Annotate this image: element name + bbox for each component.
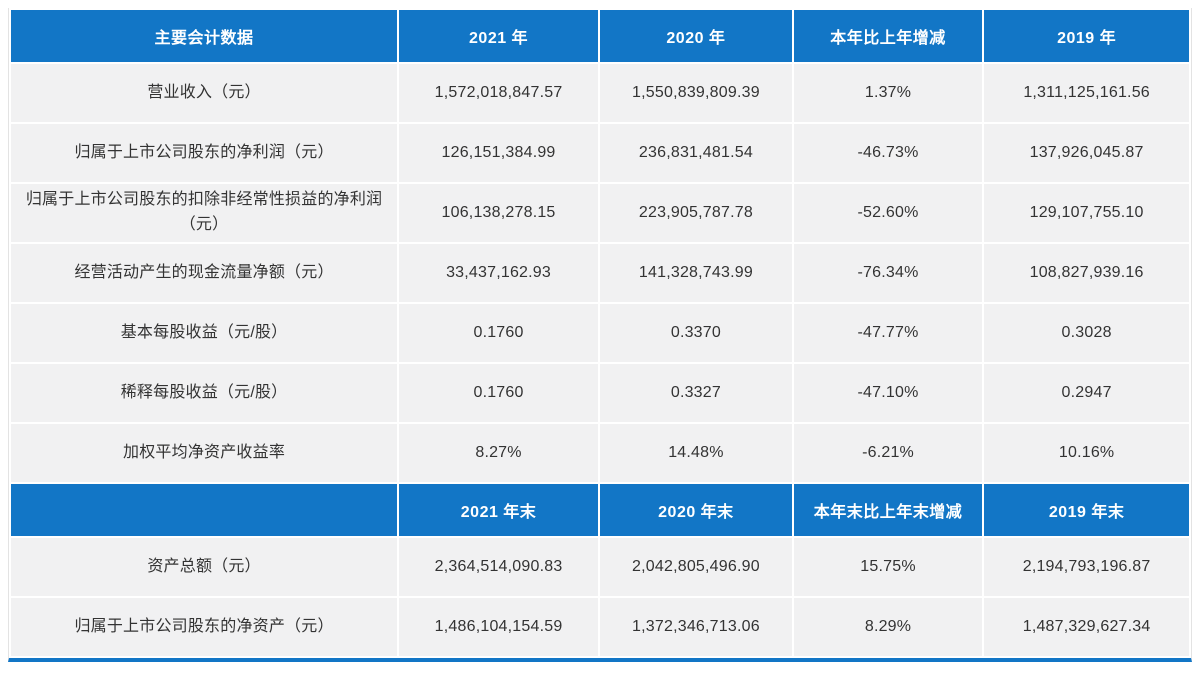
value-cell: 0.1760 <box>399 304 598 362</box>
row-label: 基本每股收益（元/股） <box>11 304 398 362</box>
value-cell: 141,328,743.99 <box>599 244 792 302</box>
table-row: 营业收入（元） 1,572,018,847.57 1,550,839,809.39 1… <box>11 64 1189 122</box>
period-end-header: 2021 年末 2020 年末 本年末比上年末增减 2019 年末 <box>11 484 1189 536</box>
value-cell: 8.29% <box>793 598 983 656</box>
value-cell: 2,042,805,496.90 <box>599 538 792 596</box>
period-end-section-body: 资产总额（元） 2,364,514,090.83 2,042,805,496.90 1… <box>11 538 1189 656</box>
value-cell: 1,372,346,713.06 <box>599 598 792 656</box>
column-header-2019-end: 2019 年末 <box>984 484 1189 536</box>
value-cell: 126,151,384.99 <box>399 124 598 182</box>
value-cell: 0.3327 <box>599 364 792 422</box>
value-cell: 0.3028 <box>984 304 1189 362</box>
value-cell: 1.37% <box>793 64 983 122</box>
annual-header: 主要会计数据 2021 年 2020 年 本年比上年增减 2019 年 <box>11 10 1189 62</box>
table-header-row: 主要会计数据 2021 年 2020 年 本年比上年增减 2019 年 <box>11 10 1189 62</box>
table-row: 经营活动产生的现金流量净额（元） 33,437,162.93 141,328,743… <box>11 244 1189 302</box>
value-cell: 33,437,162.93 <box>399 244 598 302</box>
value-cell: -47.77% <box>793 304 983 362</box>
column-header-2019: 2019 年 <box>984 10 1189 62</box>
value-cell: 0.1760 <box>399 364 598 422</box>
column-header-2021: 2021 年 <box>399 10 598 62</box>
value-cell: 2,364,514,090.83 <box>399 538 598 596</box>
column-header-end-yoy-change: 本年末比上年末增减 <box>793 484 983 536</box>
column-header-2020: 2020 年 <box>599 10 792 62</box>
value-cell: 1,550,839,809.39 <box>599 64 792 122</box>
value-cell: 1,486,104,154.59 <box>399 598 598 656</box>
column-header-blank <box>11 484 398 536</box>
row-label: 经营活动产生的现金流量净额（元） <box>11 244 398 302</box>
row-label: 资产总额（元） <box>11 538 398 596</box>
annual-section-body: 营业收入（元） 1,572,018,847.57 1,550,839,809.39 1… <box>11 64 1189 482</box>
value-cell: 14.48% <box>599 424 792 482</box>
row-label: 归属于上市公司股东的净资产（元） <box>11 598 398 656</box>
value-cell: -76.34% <box>793 244 983 302</box>
table-row: 基本每股收益（元/股） 0.1760 0.3370 -47.77% 0.3028 <box>11 304 1189 362</box>
value-cell: 1,487,329,627.34 <box>984 598 1189 656</box>
financial-summary-table-wrap: 主要会计数据 2021 年 2020 年 本年比上年增减 2019 年 营业收入… <box>8 8 1192 662</box>
value-cell: 0.3370 <box>599 304 792 362</box>
table-row: 归属于上市公司股东的扣除非经常性损益的净利润（元） 106,138,278.15 2… <box>11 184 1189 242</box>
value-cell: 10.16% <box>984 424 1189 482</box>
value-cell: -46.73% <box>793 124 983 182</box>
table-row: 归属于上市公司股东的净资产（元） 1,486,104,154.59 1,372,34… <box>11 598 1189 656</box>
value-cell: 137,926,045.87 <box>984 124 1189 182</box>
column-header-main-accounting-data: 主要会计数据 <box>11 10 398 62</box>
row-label: 加权平均净资产收益率 <box>11 424 398 482</box>
row-label: 营业收入（元） <box>11 64 398 122</box>
value-cell: -52.60% <box>793 184 983 242</box>
table-row: 资产总额（元） 2,364,514,090.83 2,042,805,496.90 1… <box>11 538 1189 596</box>
value-cell: 108,827,939.16 <box>984 244 1189 302</box>
table-row: 归属于上市公司股东的净利润（元） 126,151,384.99 236,831,48… <box>11 124 1189 182</box>
value-cell: 236,831,481.54 <box>599 124 792 182</box>
value-cell: 15.75% <box>793 538 983 596</box>
value-cell: -6.21% <box>793 424 983 482</box>
column-header-2021-end: 2021 年末 <box>399 484 598 536</box>
column-header-yoy-change: 本年比上年增减 <box>793 10 983 62</box>
value-cell: 129,107,755.10 <box>984 184 1189 242</box>
table-row: 加权平均净资产收益率 8.27% 14.48% -6.21% 10.16% <box>11 424 1189 482</box>
value-cell: 1,572,018,847.57 <box>399 64 598 122</box>
value-cell: 106,138,278.15 <box>399 184 598 242</box>
row-label: 稀释每股收益（元/股） <box>11 364 398 422</box>
value-cell: 8.27% <box>399 424 598 482</box>
table-header-row: 2021 年末 2020 年末 本年末比上年末增减 2019 年末 <box>11 484 1189 536</box>
value-cell: 223,905,787.78 <box>599 184 792 242</box>
value-cell: 2,194,793,196.87 <box>984 538 1189 596</box>
row-label: 归属于上市公司股东的净利润（元） <box>11 124 398 182</box>
financial-summary-table: 主要会计数据 2021 年 2020 年 本年比上年增减 2019 年 营业收入… <box>9 8 1191 658</box>
table-row: 稀释每股收益（元/股） 0.1760 0.3327 -47.10% 0.2947 <box>11 364 1189 422</box>
row-label: 归属于上市公司股东的扣除非经常性损益的净利润（元） <box>11 184 398 242</box>
value-cell: 0.2947 <box>984 364 1189 422</box>
column-header-2020-end: 2020 年末 <box>599 484 792 536</box>
value-cell: 1,311,125,161.56 <box>984 64 1189 122</box>
value-cell: -47.10% <box>793 364 983 422</box>
